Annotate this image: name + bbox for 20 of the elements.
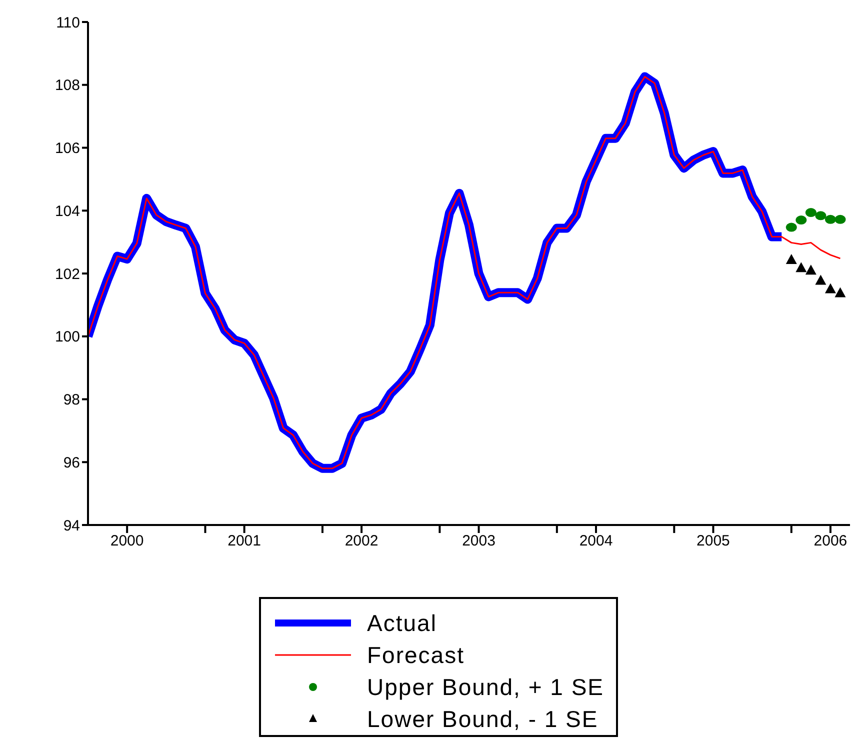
legend-label: Lower Bound, - 1 SE — [367, 706, 598, 732]
y-tick-label: 100 — [54, 328, 80, 346]
y-tick-label: 96 — [63, 454, 80, 472]
legend-label: Forecast — [367, 642, 464, 668]
y-tick-label: 106 — [54, 140, 80, 158]
x-tick-label: 2005 — [696, 532, 730, 550]
x-tick-label: 2002 — [344, 532, 378, 550]
legend-label: Actual — [367, 610, 437, 636]
y-tick-label: 102 — [54, 266, 80, 283]
y-tick-label: 94 — [63, 517, 80, 534]
x-tick-label: 2004 — [579, 532, 613, 550]
x-tick-label: 2000 — [110, 532, 144, 550]
x-tick-label: 2006 — [814, 532, 848, 550]
y-tick-label: 110 — [56, 14, 80, 32]
x-tick-label: 2001 — [228, 532, 261, 550]
x-tick-label: 2003 — [462, 532, 496, 550]
legend-label: Upper Bound, + 1 SE — [367, 674, 604, 700]
y-tick-label: 104 — [54, 202, 80, 220]
y-tick-label: 98 — [63, 392, 80, 409]
y-tick-label: 108 — [54, 77, 80, 94]
